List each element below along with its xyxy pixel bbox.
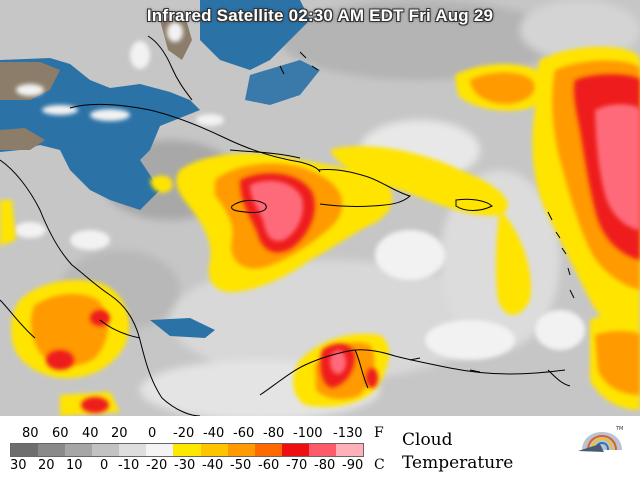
f-tick: -60	[233, 426, 255, 441]
c-tick: -70	[286, 458, 308, 473]
c-tick: 10	[66, 458, 83, 473]
c-tick: 30	[10, 458, 27, 473]
fahrenheit-scale: 80 60 40 20 0 -20 -40 -60 -80 -100 -130	[8, 426, 368, 442]
legend-title-temperature: Temperature	[402, 453, 514, 473]
color-swatch	[119, 444, 147, 456]
map-title: Infrared Satellite 02:30 AM EDT Fri Aug …	[146, 6, 494, 25]
f-tick: -20	[173, 426, 195, 441]
legend-title-cloud: Cloud	[402, 430, 453, 450]
coldest-tops-pink	[250, 104, 640, 374]
f-tick: -100	[293, 426, 323, 441]
color-swatch	[335, 444, 364, 456]
color-swatch	[254, 444, 282, 456]
c-tick: -60	[258, 458, 280, 473]
weather-logo-icon[interactable]: TM	[576, 424, 628, 454]
f-tick: -130	[333, 426, 363, 441]
color-swatch	[227, 444, 255, 456]
clear-ocean	[0, 0, 320, 338]
color-swatch	[173, 444, 201, 456]
f-tick: -80	[263, 426, 285, 441]
color-swatch	[38, 444, 66, 456]
satellite-image	[0, 0, 640, 416]
coastlines	[0, 35, 575, 416]
color-swatch	[65, 444, 93, 456]
color-swatch	[11, 444, 39, 456]
c-tick: 20	[38, 458, 55, 473]
c-tick: -20	[146, 458, 168, 473]
color-swatch	[146, 444, 174, 456]
c-tick: -50	[230, 458, 252, 473]
c-tick: -90	[342, 458, 364, 473]
celsius-scale: 30 20 10 0 -10 -20 -30 -40 -50 -60 -70 -…	[8, 458, 368, 474]
f-tick: 60	[52, 426, 69, 441]
c-tick: -80	[314, 458, 336, 473]
c-tick: -30	[174, 458, 196, 473]
unit-fahrenheit: F	[374, 425, 384, 441]
color-swatch	[281, 444, 309, 456]
f-tick: 20	[111, 426, 128, 441]
color-swatch	[200, 444, 228, 456]
f-tick: 40	[82, 426, 99, 441]
c-tick: -40	[202, 458, 224, 473]
logo-trademark: TM	[615, 426, 623, 432]
color-swatch	[308, 444, 336, 456]
legend-panel: 80 60 40 20 0 -20 -40 -60 -80 -100 -130 …	[0, 416, 640, 480]
satellite-map[interactable]: Infrared Satellite 02:30 AM EDT Fri Aug …	[0, 0, 640, 416]
c-tick: -10	[118, 458, 140, 473]
temperature-colorbar	[10, 443, 364, 457]
color-swatch	[92, 444, 120, 456]
f-tick: -40	[203, 426, 225, 441]
f-tick: 0	[148, 426, 157, 441]
c-tick: 0	[100, 458, 109, 473]
white-clouds	[14, 22, 585, 360]
f-tick: 80	[22, 426, 39, 441]
unit-celsius: C	[374, 457, 385, 473]
